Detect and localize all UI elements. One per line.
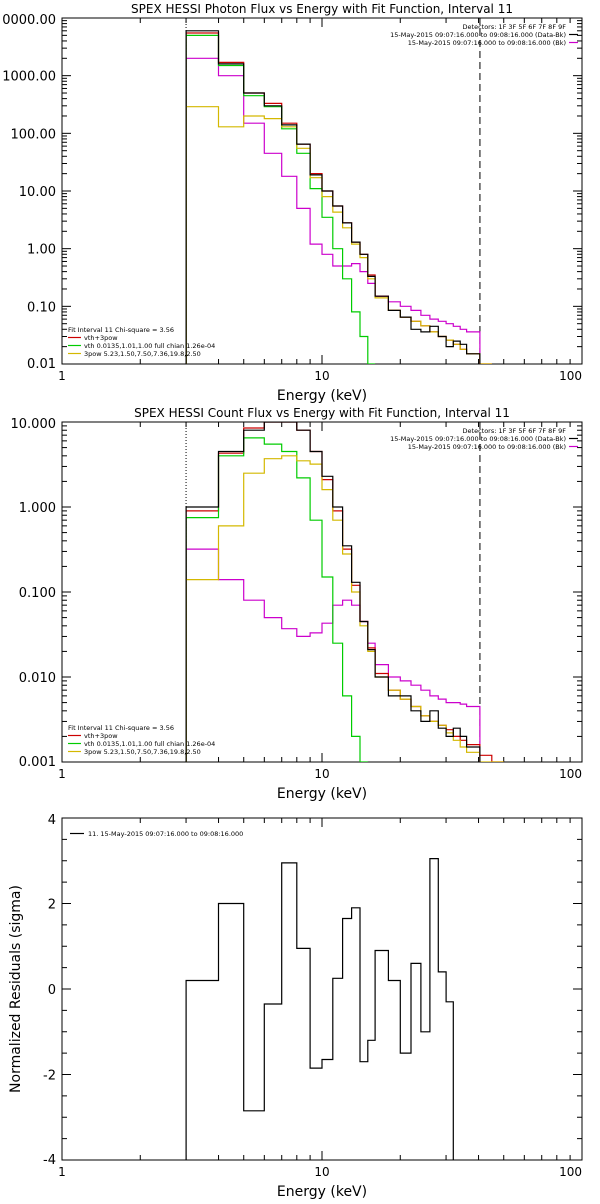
chart-panel-3: 1 10 100 Energy (keV) -4 -2 0 2 4 Normalized Resi… (8, 813, 583, 1200)
y-tick-label: 10.00 (19, 185, 56, 200)
x-tick-label: 10 (314, 1165, 329, 1179)
y-tick-label: 100.00 (11, 127, 57, 142)
chart-title: SPEX HESSI Photon Flux vs Energy with Fi… (131, 2, 513, 16)
series-line-3 (185, 34, 376, 364)
y-tick-label: 0.10 (27, 300, 56, 315)
legend-bottom-left-text: vth 0.0135,1.01,1.00 full chian 1.26e-04 (84, 342, 215, 350)
x-tick-label: 100 (559, 767, 582, 781)
x-tick-label: 10 (314, 369, 329, 383)
series-line-4 (185, 106, 492, 364)
legend-top-right-text: Detectors: 1F 3F 5F 6F 7F 8F 9F (463, 427, 567, 435)
legend-top-right-text: 15-May-2015 09:07:16.000 to 09:08:16.000… (408, 39, 566, 47)
y-tick-label: 0.001 (19, 755, 56, 770)
x-tick-label: 1 (58, 767, 66, 781)
legend-bottom-left-text: vth+3pow (84, 732, 118, 740)
legend-top-right-text: 15-May-2015 09:07:16.000 to 09:08:16.000… (390, 435, 566, 443)
y-tick-label: 0.100 (19, 586, 56, 601)
x-axis-label: Energy (keV) (277, 786, 367, 802)
series-line-5 (185, 30, 481, 364)
legend-top-right-text: 15-May-2015 09:07:16.000 to 09:08:16.000… (408, 443, 566, 451)
y-tick-label: 1000.00 (2, 70, 56, 85)
y-tick-label: 1.00 (27, 243, 56, 258)
x-tick-label: 100 (559, 1165, 582, 1179)
series-line-3 (185, 437, 368, 762)
x-tick-label: 10 (314, 767, 329, 781)
series-line-1 (185, 858, 454, 1160)
series-line-2 (185, 422, 504, 762)
x-axis-label: Energy (keV) (277, 388, 367, 404)
legend-bottom-left-text: vth+3pow (84, 334, 118, 342)
chart-panel-2: SPEX HESSI Count Flux vs Energy with Fit… (11, 406, 583, 802)
y-tick-label: 10.000 (11, 417, 57, 432)
legend-top-left-text: 11. 15-May-2015 09:07:16.000 to 09:08:16… (88, 830, 243, 838)
y-tick-label: 4 (48, 813, 56, 828)
legend-bottom-left-text: Fit Interval 11 Chi-square = 3.56 (68, 326, 174, 334)
series-line-1 (185, 57, 481, 364)
y-tick-label: 0.01 (27, 357, 56, 372)
y-tick-label: -4 (43, 1153, 56, 1168)
x-tick-label: 100 (559, 369, 582, 383)
chart-panel-1: SPEX HESSI Photon Flux vs Energy with Fi… (2, 2, 583, 404)
legend-bottom-left-text: 3pow 5.23,1.50,7.50,7.36,19.8,2.50 (84, 748, 201, 756)
series-line-5 (185, 422, 481, 762)
series-group (185, 30, 492, 364)
legend-top-right-text: Detectors: 1F 3F 5F 6F 7F 8F 9F (463, 23, 567, 31)
series-line-2 (185, 32, 492, 364)
series-group (185, 858, 454, 1160)
x-tick-label: 1 (58, 369, 66, 383)
plot-frame (61, 817, 583, 1161)
series-line-4 (185, 455, 504, 762)
y-axis-label: Normalized Residuals (sigma) (8, 885, 24, 1093)
legend-bottom-left-text: 3pow 5.23,1.50,7.50,7.36,19.8,2.50 (84, 350, 201, 358)
legend-bottom-left-text: Fit Interval 11 Chi-square = 3.56 (68, 724, 174, 732)
y-tick-label: 0000.00 (2, 13, 56, 28)
y-tick-label: 1.000 (19, 501, 56, 516)
legend-bottom-left-text: vth 0.0135,1.01,1.00 full chian 1.26e-04 (84, 740, 215, 748)
legend-top-right-text: 15-May-2015 09:07:16.000 to 09:08:16.000… (390, 31, 566, 39)
x-tick-label: 1 (58, 1165, 66, 1179)
y-tick-label: 2 (48, 898, 56, 913)
y-tick-label: -2 (43, 1069, 56, 1084)
y-tick-label: 0.010 (19, 671, 56, 686)
y-tick-label: 0 (48, 983, 56, 998)
x-axis-label: Energy (keV) (277, 1184, 367, 1200)
chart-title: SPEX HESSI Count Flux vs Energy with Fit… (134, 406, 510, 420)
series-group (185, 422, 504, 762)
